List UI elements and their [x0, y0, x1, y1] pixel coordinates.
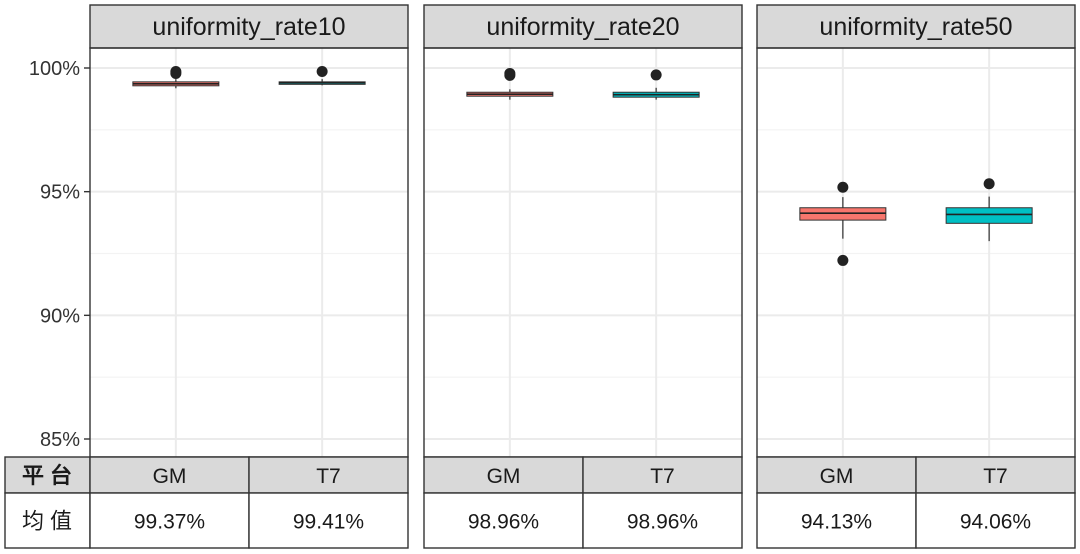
outlier-point	[316, 65, 328, 77]
table-mean-value: 98.96%	[468, 511, 539, 534]
table-row-header: 平 台	[22, 463, 72, 488]
table-row-header-cell	[4, 492, 91, 549]
facet-title: uniformity_rate10	[152, 13, 345, 41]
panel-background	[424, 48, 742, 457]
outlier-point	[837, 254, 849, 266]
outlier-point	[170, 65, 182, 77]
table-cell	[89, 492, 250, 549]
outlier-point	[983, 178, 995, 190]
panel-background	[757, 48, 1075, 457]
table-row-header: 均 值	[22, 509, 72, 534]
table-platform-label: GM	[820, 465, 854, 488]
table-cell	[915, 456, 1076, 494]
outlier-point	[837, 181, 849, 193]
table-cell	[582, 456, 743, 494]
y-tick-label: 90%	[40, 305, 80, 327]
y-tick-label: 85%	[40, 429, 80, 451]
table-platform-label: GM	[487, 465, 521, 488]
table-platform-label: GM	[153, 465, 187, 488]
table-cell	[756, 492, 917, 549]
y-tick-label: 100%	[29, 58, 80, 80]
table-cell	[248, 492, 409, 549]
table-cell	[582, 492, 743, 549]
y-tick-label: 95%	[40, 182, 80, 204]
facet-title: uniformity_rate50	[819, 13, 1012, 41]
table-cell	[423, 492, 584, 549]
table-mean-value: 98.96%	[627, 511, 698, 534]
panel-background	[90, 48, 408, 457]
facet-strip	[89, 4, 409, 49]
box-t7	[945, 207, 1033, 224]
table-mean-value: 99.37%	[134, 511, 205, 534]
table-cell	[915, 492, 1076, 549]
table-row-header-cell	[4, 456, 91, 494]
facet-strip	[756, 4, 1076, 49]
table-platform-label: T7	[983, 465, 1008, 488]
outlier-point	[650, 69, 662, 81]
table-mean-value: 99.41%	[293, 511, 364, 534]
table-platform-label: T7	[650, 465, 675, 488]
table-mean-value: 94.13%	[801, 511, 872, 534]
facet-title: uniformity_rate20	[486, 13, 679, 41]
table-mean-value: 94.06%	[960, 511, 1031, 534]
outlier-point	[504, 67, 516, 79]
table-platform-label: T7	[316, 465, 341, 488]
